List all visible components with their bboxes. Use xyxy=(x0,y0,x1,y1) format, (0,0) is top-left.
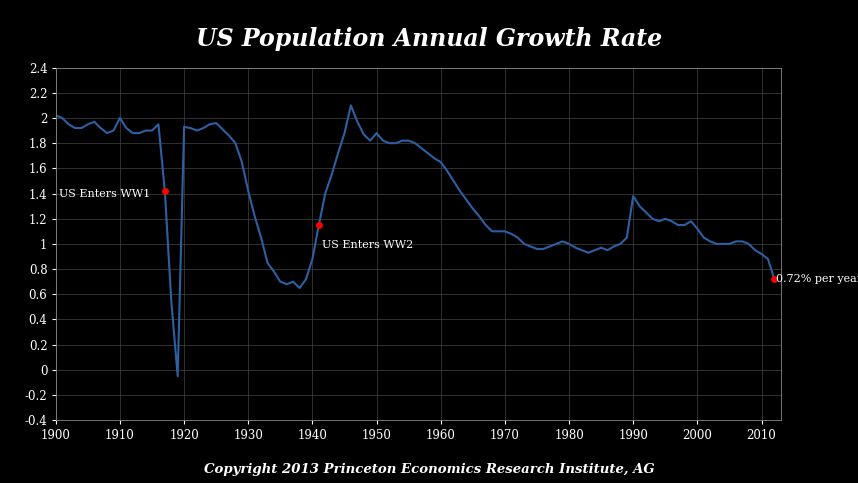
Text: US Enters WW1: US Enters WW1 xyxy=(59,189,150,199)
Text: Copyright 2013 Princeton Economics Research Institute, AG: Copyright 2013 Princeton Economics Resea… xyxy=(203,463,655,476)
Text: US Enters WW2: US Enters WW2 xyxy=(322,240,414,250)
Text: US Population Annual Growth Rate: US Population Annual Growth Rate xyxy=(196,27,662,51)
Text: 0.72% per year: 0.72% per year xyxy=(776,274,858,284)
